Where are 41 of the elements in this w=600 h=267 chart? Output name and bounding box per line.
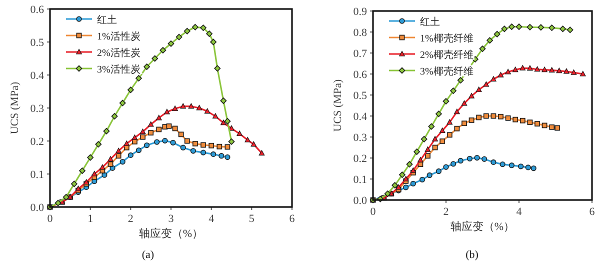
y-tick-label: 0.3	[30, 103, 44, 115]
x-tick-label: 1	[88, 213, 94, 225]
y-tick-label: 0.9	[353, 6, 368, 18]
x-tick-label: 0	[370, 206, 376, 218]
x-tick-label: 6	[589, 206, 596, 218]
x-tick-label: 4	[208, 213, 215, 225]
y-tick-label: 0.2	[353, 153, 367, 165]
y-tick-label: 0.5	[30, 37, 44, 49]
text: (a)	[142, 249, 154, 261]
y-tick-label: 0.5	[353, 90, 368, 102]
y-axis-title: UCS (MPa)	[332, 79, 344, 132]
x-tick-label: 3	[168, 213, 174, 225]
legend-label: 3%活性炭	[97, 64, 140, 76]
y-tick-label: 0.1	[30, 169, 44, 181]
y-tick-label: 0.6	[353, 69, 368, 81]
y-tick-label: 0.2	[30, 136, 44, 148]
x-tick-label: 0	[47, 213, 54, 225]
x-tick-label: 2	[128, 213, 134, 225]
legend-label: 2%活性炭	[97, 47, 140, 59]
x-axis-title: 轴应变（%）	[138, 227, 204, 240]
x-tick-label: 4	[516, 206, 522, 218]
legend-label: 红土	[97, 14, 117, 26]
y-tick-label: 0.0	[353, 195, 368, 207]
y-tick-label: 0.4	[30, 70, 44, 82]
legend-label: 红土	[420, 16, 440, 28]
y-tick-label: 0.1	[353, 174, 367, 186]
legend-label: 1%活性炭	[97, 30, 140, 42]
y-tick-label: 0.3	[353, 132, 368, 144]
y-tick-label: 0.8	[353, 27, 368, 39]
text: (b)	[466, 249, 479, 261]
y-axis-title: UCS (MPa)	[9, 82, 21, 134]
legend-label: 2%椰壳纤维	[420, 49, 474, 61]
x-tick-label: 6	[289, 213, 296, 225]
x-axis-title: 轴应变（%）	[450, 220, 515, 233]
y-tick-label: 0.0	[30, 202, 44, 214]
y-tick-label: 0.7	[353, 48, 368, 60]
x-tick-label: 2	[443, 206, 449, 218]
y-tick-label: 0.6	[30, 4, 44, 16]
y-tick-label: 0.4	[353, 111, 368, 123]
x-tick-label: 5	[248, 213, 255, 225]
legend-label: 1%椰壳纤维	[420, 32, 474, 44]
